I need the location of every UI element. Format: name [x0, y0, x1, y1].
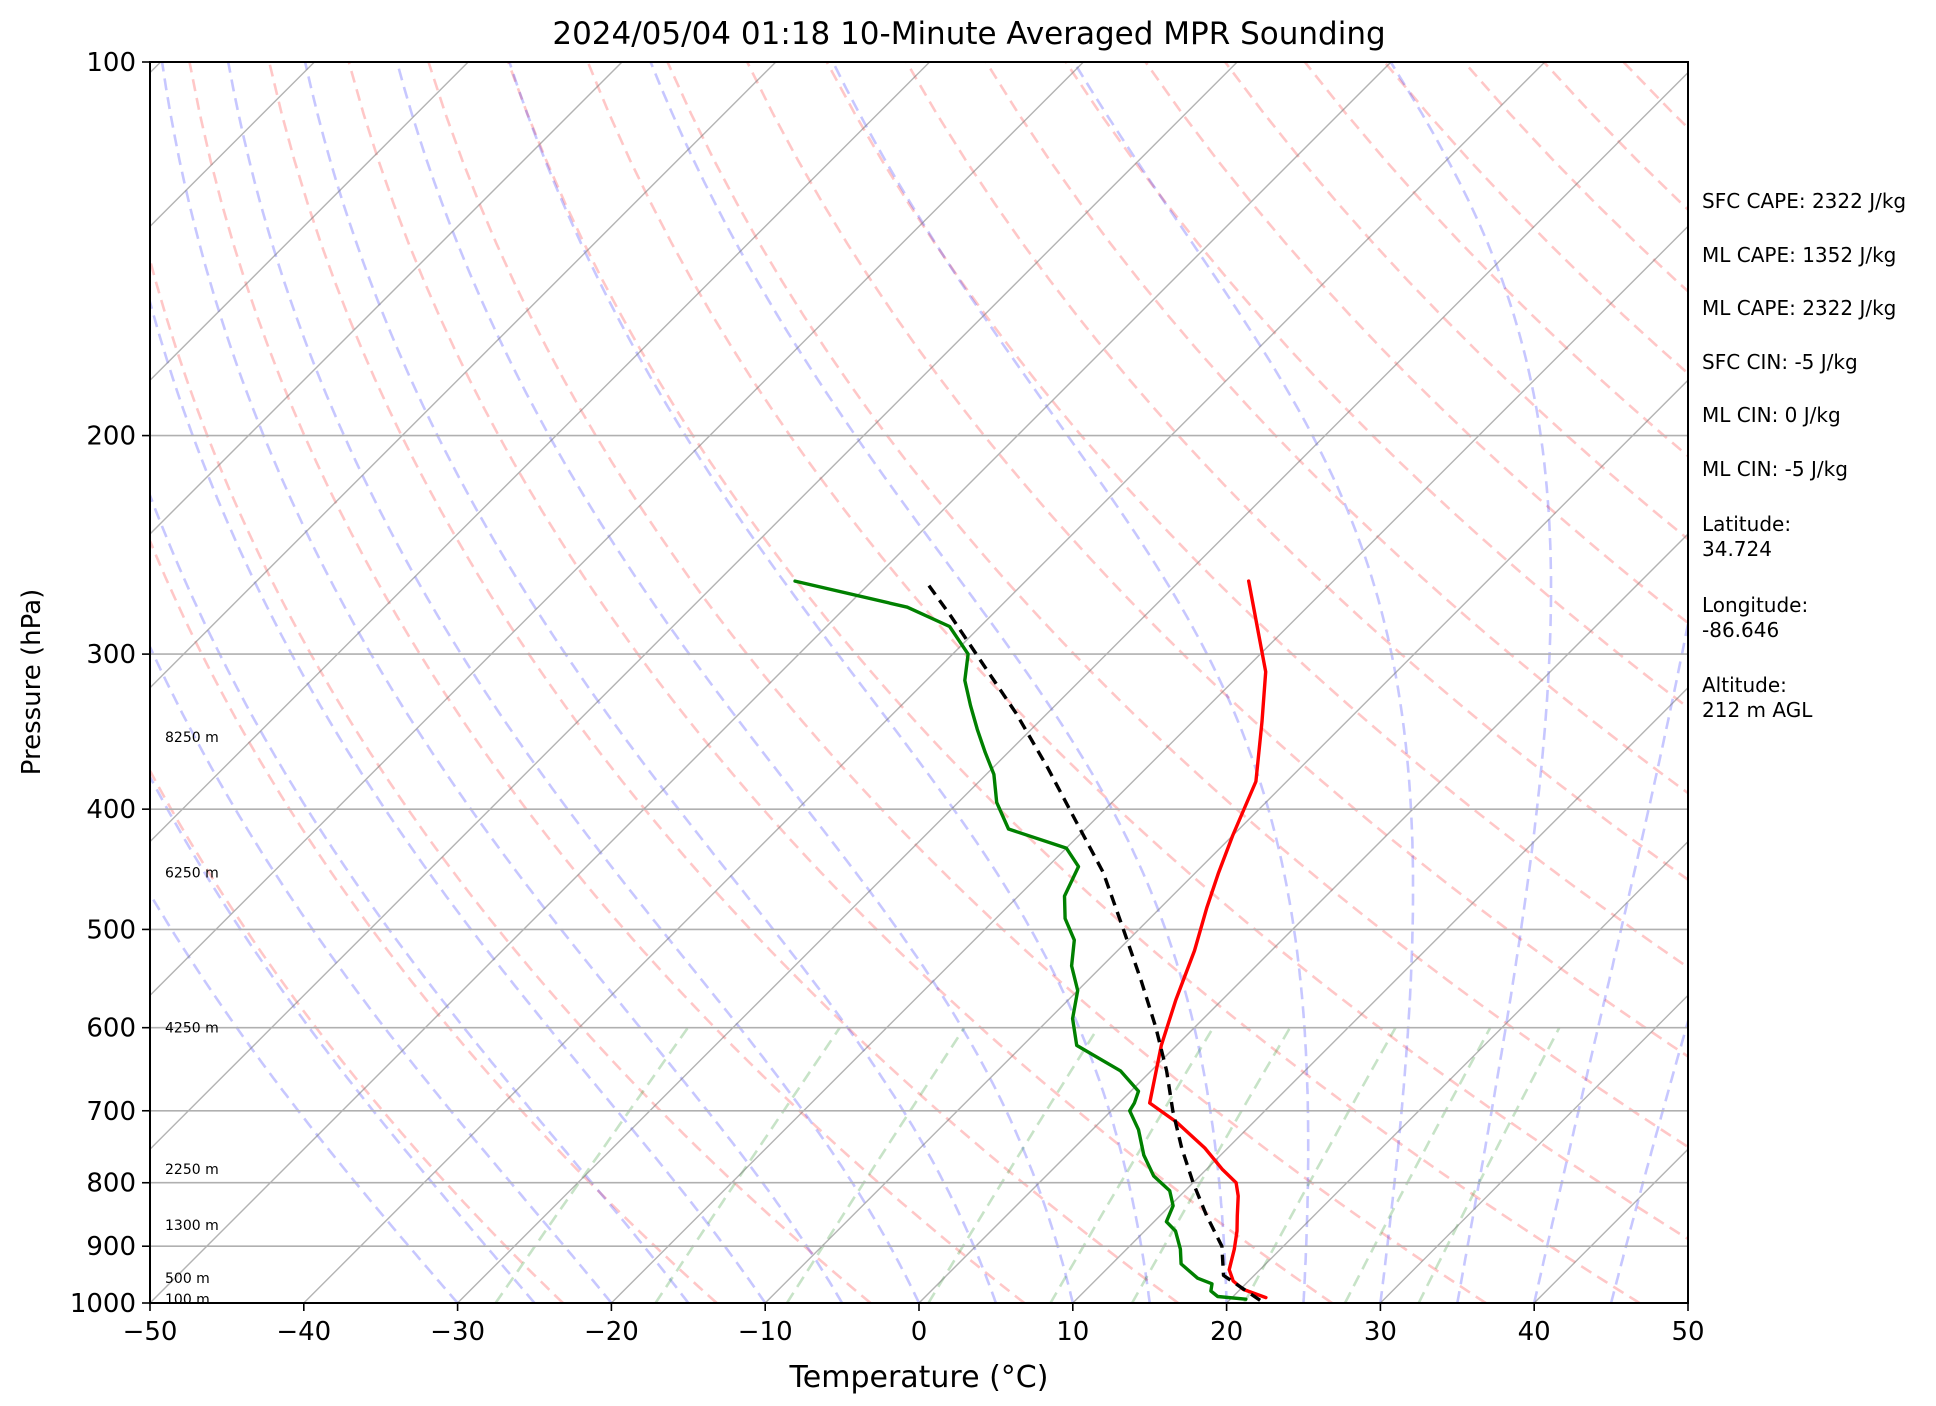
y-tick-label: 700: [86, 1097, 136, 1127]
moist-adiabat: [150, 297, 767, 1303]
y-tick-label: 300: [86, 640, 136, 670]
height-label: 2250 m: [165, 1162, 219, 1178]
y-tick-label: 100: [86, 48, 136, 78]
y-tick-label: 500: [86, 915, 136, 945]
moist-adiabat: [303, 62, 998, 1303]
info-sfc-cin: SFC CIN: -5 J/kg: [1702, 350, 1858, 374]
height-label: 4250 m: [165, 1021, 219, 1037]
isotherm-line: [150, 62, 777, 689]
mixing-ratio-line: [1417, 1027, 1561, 1303]
moist-adiabat: [1532, 616, 1688, 1303]
moist-adiabat: [150, 774, 536, 1303]
info-sfc-cape: SFC CAPE: 2322 J/kg: [1702, 189, 1907, 213]
parcel-profile-line: [924, 580, 1262, 1302]
x-tick-label: −10: [738, 1317, 793, 1347]
isotherm-line: [150, 62, 1084, 997]
dry-adiabat: [506, 62, 1641, 1303]
x-axis-label: Temperature (°C): [789, 1360, 1049, 1395]
x-tick-label: −50: [123, 1317, 178, 1347]
x-tick-label: 10: [1056, 1317, 1089, 1347]
moist-adiabat: [1072, 62, 1415, 1303]
dry-adiabat: [586, 62, 1688, 1241]
info-latitude: Latitude: 34.724: [1702, 512, 1792, 561]
dry-adiabat: [1144, 62, 1688, 625]
x-tick-label: −30: [430, 1317, 485, 1347]
dry-adiabat: [984, 62, 1688, 795]
isotherm-line: [150, 62, 469, 382]
isotherm-line: [764, 379, 1688, 1303]
mixing-ratio-line: [1343, 1027, 1492, 1303]
isotherm-line: [1379, 994, 1688, 1303]
dry-adiabat: [188, 62, 1026, 1303]
dry-adiabat: [746, 62, 1688, 1059]
height-label: 1300 m: [165, 1218, 219, 1234]
moist-adiabat: [508, 62, 1151, 1303]
isotherm-line: [457, 71, 1688, 1303]
x-tick-label: −20: [584, 1317, 639, 1347]
dry-adiabat: [347, 62, 1333, 1303]
dry-adiabat: [1064, 62, 1688, 710]
moist-adiabat: [160, 62, 844, 1303]
isotherm-line: [610, 225, 1688, 1303]
isotherm-line: [1226, 840, 1688, 1303]
info-longitude: Longitude: -86.646: [1702, 593, 1809, 642]
y-tick-label: 800: [86, 1169, 136, 1199]
dry-adiabat: [150, 768, 564, 1303]
isotherm-line: [150, 62, 315, 228]
dry-adiabat: [427, 62, 1487, 1303]
height-label: 500 m: [165, 1271, 210, 1287]
y-tick-label: 200: [86, 422, 136, 452]
dry-adiabat: [267, 62, 1179, 1303]
y-tick-label: 900: [86, 1232, 136, 1262]
y-tick-label: 600: [86, 1014, 136, 1044]
dry-adiabat: [150, 537, 718, 1303]
info-ml-cape-1: ML CAPE: 1352 J/kg: [1702, 243, 1897, 267]
height-label: 6250 m: [165, 866, 219, 882]
x-tick-label: 50: [1671, 1317, 1704, 1347]
moist-adiabat: [831, 62, 1310, 1303]
dewpoint-profile-line: [793, 579, 1248, 1301]
y-tick-label: 400: [86, 795, 136, 825]
y-tick-label: 1000: [70, 1289, 136, 1319]
mixing-ratio-line: [927, 1027, 1100, 1303]
isotherm-line: [150, 62, 623, 535]
moist-adiabat: [150, 891, 459, 1303]
height-label: 100 m: [165, 1292, 210, 1308]
x-tick-label: 30: [1364, 1317, 1397, 1347]
mixing-ratio-line: [494, 1026, 689, 1303]
info-ml-cape-2: ML CAPE: 2322 J/kg: [1702, 296, 1897, 320]
info-ml-cin-2: ML CIN: -5 J/kg: [1702, 457, 1848, 481]
isotherm-line: [918, 533, 1688, 1303]
mixing-ratio-line: [785, 1026, 966, 1303]
moist-adiabat: [150, 491, 690, 1303]
temperature-profile-line: [1148, 579, 1268, 1300]
y-axis-label: Pressure (hPa): [17, 589, 47, 776]
dry-adiabat: [150, 255, 872, 1303]
isotherm-line: [0, 62, 7, 1303]
x-tick-label: −40: [276, 1317, 331, 1347]
isotherm-line: [1072, 686, 1688, 1303]
mixing-ratio-line: [1049, 1027, 1215, 1303]
info-ml-cin-1: ML CIN: 0 J/kg: [1702, 403, 1841, 427]
isotherm-line: [150, 62, 931, 843]
info-altitude: Altitude: 212 m AGL: [1702, 673, 1813, 722]
isotherm-line: [150, 62, 1238, 1151]
dry-adiabat: [666, 62, 1688, 1149]
moist-adiabat: [1389, 62, 1553, 1303]
chart-title: 2024/05/04 01:18 10-Minute Averaged MPR …: [552, 16, 1385, 52]
x-tick-label: 0: [911, 1317, 928, 1347]
x-tick-label: 20: [1210, 1317, 1243, 1347]
moist-adiabat: [226, 62, 921, 1303]
isotherm-line: [150, 62, 1392, 1303]
plot-frame: [149, 61, 1689, 1304]
moist-adiabat: [150, 643, 613, 1303]
isotherm-line: [303, 62, 1546, 1303]
x-tick-label: 40: [1518, 1317, 1551, 1347]
height-label: 8250 m: [165, 730, 219, 746]
